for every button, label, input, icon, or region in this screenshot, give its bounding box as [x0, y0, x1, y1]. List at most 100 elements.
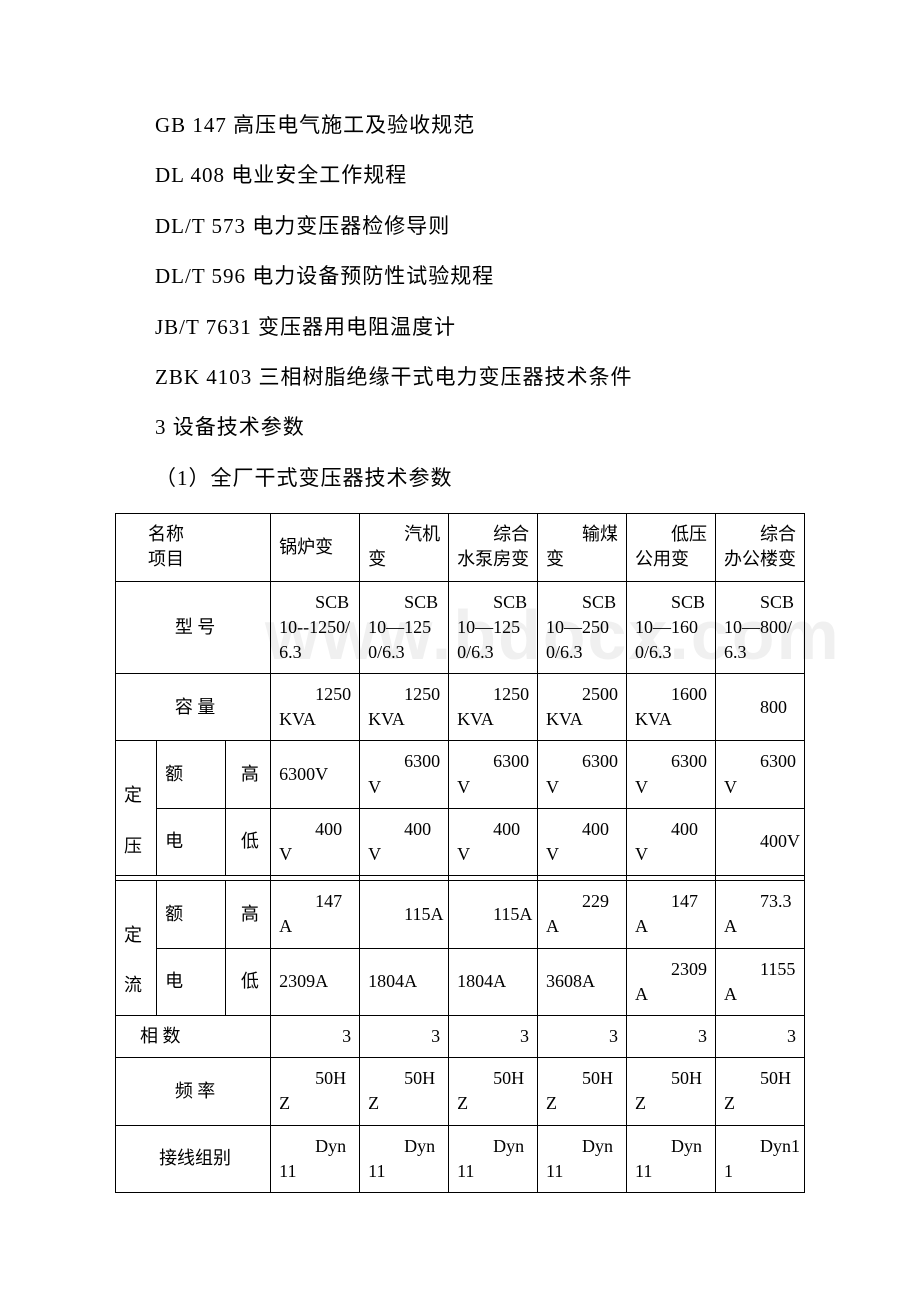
g2-top: 额	[165, 904, 183, 924]
text-line: DL/T 573 电力变压器检修导则	[155, 201, 805, 251]
table-cell: Dyn11	[538, 1125, 627, 1192]
text-line: （1）全厂干式变压器技术参数	[155, 453, 805, 503]
table-cell: 6300V	[715, 741, 804, 808]
parameters-table: 名称 项目 锅炉变 汽机变 综合水泵房变 输煤变 低压公用变 综合办公楼变 型 …	[115, 513, 805, 1193]
table-cell: Dyn11	[271, 1125, 360, 1192]
table-row: 定 压 额 高 6300V 6300V 6300V 6300V 6300V 63…	[116, 741, 805, 808]
table-cell: Dyn11	[627, 1125, 716, 1192]
table-cell: SCB10—1250/6.3	[449, 581, 538, 674]
group-label-cell: 定 压	[116, 741, 157, 876]
table-cell: 400V	[271, 808, 360, 875]
table-cell: 73.3A	[715, 881, 804, 948]
table-cell: SCB10—800/6.3	[715, 581, 804, 674]
g1-top: 额	[165, 764, 183, 784]
table-row: 型 号 SCB10--1250/6.3 SCB10—1250/6.3 SCB10…	[116, 581, 805, 674]
text-line: 3 设备技术参数	[155, 402, 805, 452]
table-row: 频 率 50HZ 50HZ 50HZ 50HZ 50HZ 50HZ	[116, 1058, 805, 1125]
table-row: 相 数 3 3 3 3 3 3	[116, 1015, 805, 1057]
g1-bot2: 压	[124, 836, 142, 856]
table-cell: 2500KVA	[538, 674, 627, 741]
g1-mid: 定	[124, 785, 142, 805]
table-cell: 3	[449, 1015, 538, 1057]
table-cell: 50HZ	[627, 1058, 716, 1125]
g2-mid: 定	[124, 925, 142, 945]
table-cell: 229A	[538, 881, 627, 948]
table-cell: 147A	[271, 881, 360, 948]
table-row: 电 低 2309A 1804A 1804A 3608A 2309A 1155A	[116, 948, 805, 1015]
table-cell: 2309A	[627, 948, 716, 1015]
table-cell: 3	[627, 1015, 716, 1057]
table-cell: 1804A	[449, 948, 538, 1015]
table-cell: 3	[271, 1015, 360, 1057]
column-header: 汽机变	[360, 514, 449, 581]
row-label: 相 数	[116, 1015, 271, 1057]
text-line: DL/T 596 电力设备预防性试验规程	[155, 251, 805, 301]
table-cell: 1250KVA	[271, 674, 360, 741]
table-cell: Dyn11	[449, 1125, 538, 1192]
table-cell: 1250KVA	[360, 674, 449, 741]
table-row: 容 量 1250KVA 1250KVA 1250KVA 2500KVA 1600…	[116, 674, 805, 741]
column-header: 综合办公楼变	[715, 514, 804, 581]
sub-label: 低	[225, 948, 271, 1015]
table-cell: Dyn11	[715, 1125, 804, 1192]
column-header: 输煤变	[538, 514, 627, 581]
table-cell: 147A	[627, 881, 716, 948]
row-label: 频 率	[116, 1058, 271, 1125]
table-cell: 50HZ	[538, 1058, 627, 1125]
table-cell: 1155A	[715, 948, 804, 1015]
table-cell: 800	[715, 674, 804, 741]
table-cell: SCB10—1250/6.3	[360, 581, 449, 674]
text-line: JB/T 7631 变压器用电阻温度计	[155, 302, 805, 352]
table-cell: 400V	[360, 808, 449, 875]
table-cell: Dyn11	[360, 1125, 449, 1192]
header-top: 名称	[148, 524, 184, 544]
text-line: GB 147 高压电气施工及验收规范	[155, 100, 805, 150]
table-cell: 3	[360, 1015, 449, 1057]
group-sublabel: 额	[157, 741, 225, 808]
table-cell: 400V	[538, 808, 627, 875]
table-cell: 115A	[360, 881, 449, 948]
table-cell: 50HZ	[360, 1058, 449, 1125]
group-sublabel: 电	[157, 808, 225, 875]
table-row: 定 流 额 高 147A 115A 115A 229A 147A 73.3A	[116, 881, 805, 948]
table-cell: 6300V	[538, 741, 627, 808]
table-cell: SCB10—2500/6.3	[538, 581, 627, 674]
table-cell: SCB10—1600/6.3	[627, 581, 716, 674]
table-cell: 50HZ	[449, 1058, 538, 1125]
table-cell: 50HZ	[271, 1058, 360, 1125]
g2-bot2: 流	[124, 975, 142, 995]
page-content: GB 147 高压电气施工及验收规范 DL 408 电业安全工作规程 DL/T …	[115, 100, 805, 1193]
column-header: 综合水泵房变	[449, 514, 538, 581]
table-cell: SCB10--1250/6.3	[271, 581, 360, 674]
row-label: 容 量	[116, 674, 271, 741]
table-cell: 3	[538, 1015, 627, 1057]
table-cell: 3	[715, 1015, 804, 1057]
g2-bot1: 电	[165, 971, 183, 991]
table-cell: 400V	[449, 808, 538, 875]
sub-label: 高	[225, 741, 271, 808]
column-header: 低压公用变	[627, 514, 716, 581]
row-label: 型 号	[116, 581, 271, 674]
sub-label: 低	[225, 808, 271, 875]
table-header-row: 名称 项目 锅炉变 汽机变 综合水泵房变 输煤变 低压公用变 综合办公楼变	[116, 514, 805, 581]
column-header: 锅炉变	[271, 514, 360, 581]
table-cell: 400V	[627, 808, 716, 875]
table-cell: 6300V	[271, 741, 360, 808]
row-label: 接线组别	[116, 1125, 271, 1192]
table-cell: 2309A	[271, 948, 360, 1015]
text-line: ZBK 4103 三相树脂绝缘干式电力变压器技术条件	[155, 352, 805, 402]
table-cell: 1250KVA	[449, 674, 538, 741]
group-label-cell: 定 流	[116, 881, 157, 1016]
table-cell: 50HZ	[715, 1058, 804, 1125]
standards-list: GB 147 高压电气施工及验收规范 DL 408 电业安全工作规程 DL/T …	[155, 100, 805, 503]
table-cell: 6300V	[360, 741, 449, 808]
table-cell: 3608A	[538, 948, 627, 1015]
table-cell: 115A	[449, 881, 538, 948]
table-row: 电 低 400V 400V 400V 400V 400V 400V	[116, 808, 805, 875]
g1-bot1: 电	[165, 831, 183, 851]
table-cell: 1804A	[360, 948, 449, 1015]
table-row: 接线组别 Dyn11 Dyn11 Dyn11 Dyn11 Dyn11 Dyn11	[116, 1125, 805, 1192]
table-cell: 6300V	[627, 741, 716, 808]
text-line: DL 408 电业安全工作规程	[155, 150, 805, 200]
table-cell: 400V	[715, 808, 804, 875]
